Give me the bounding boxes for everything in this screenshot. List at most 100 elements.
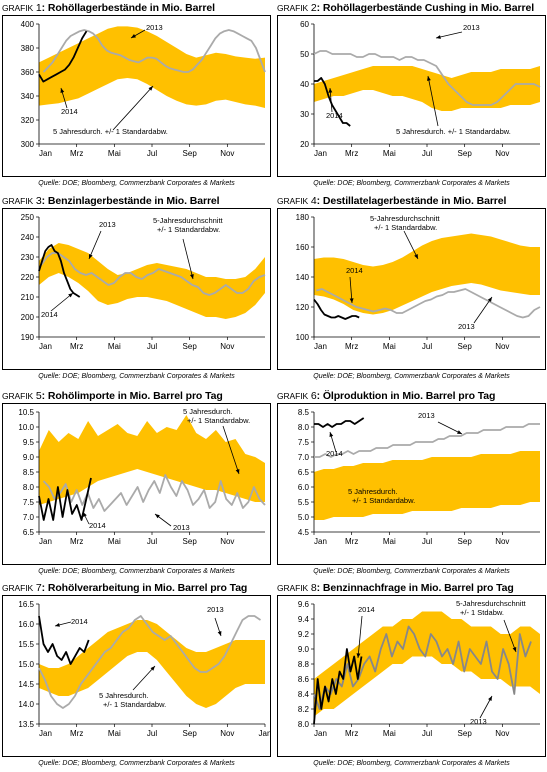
source-note: Quelle: DOE; Bloomberg, Commerzbank Corp… [313,568,510,575]
chart-prefix: GRAFIK [2,3,34,13]
arrow-head [55,623,60,627]
y-tick-label: 8.0 [298,423,310,432]
x-tick-label: Nov [220,342,234,351]
series-2014-line [38,477,92,521]
chart-panel-4: GRAFIK 4: Destillatelagerbestände in Mio… [277,195,546,385]
chart-svg: 13.5 14.0 14.5 15.0 15.5 16.0 16.5 Jan Mrz Mai Jul… [18,600,271,738]
y-tick-label: 6.0 [298,483,310,492]
annotation-label: 5-Jahresdurchschnitt +/- 1 Standardabw. [370,214,441,232]
arrow-head [457,430,462,434]
x-tick-label: Jul [147,342,157,351]
x-tick-label: Mai [108,729,121,738]
y-tick-label: 8.4 [298,690,310,699]
arrow-head [512,647,517,652]
x-tick-label: Mai [383,342,396,351]
annotation-line: 5-Jahresdurchschnitt [456,599,527,608]
series-2013-line [40,252,266,296]
x-tick-label: Mai [108,537,121,546]
y-tick-label: 5.0 [298,513,310,522]
annotation-arrow [357,615,363,659]
source-note: Quelle: DOE; Bloomberg, Commerzbank Corp… [313,373,510,380]
x-tick-label: Sep [183,537,198,546]
x-tick-label: Jan [314,729,327,738]
chart-number: 8 [310,582,317,594]
x-tick-label: Jul [422,342,432,351]
chart-svg: 6.5 7.0 7.5 8.0 8.5 9.0 9.5 10.0 10.5 Jan Mrz Mai Ju… [18,407,266,546]
series-2013-line [42,29,266,73]
arrow-head [150,666,155,671]
chart-number: 3 [35,195,42,207]
chart-area: 13.5 14.0 14.5 15.0 15.5 16.0 16.5 Jan Mrz Mai Jul… [2,595,271,757]
source-note: Quelle: DOE; Bloomberg, Commerzbank Corp… [38,568,235,575]
arrow-head [349,298,354,303]
source-note: Quelle: DOE; Bloomberg, Commerzbank Corp… [38,180,235,187]
y-tick-label: 14.0 [18,700,34,709]
annotation-arrow [403,230,419,260]
annotation-arrow [182,238,194,280]
annotation-line: 5 Jahresdurch. [99,691,149,700]
y-tick-label: 360 [21,68,35,77]
band-area [314,66,540,111]
annotation-line: +/- 1 Standardabw. [187,416,250,425]
x-tick-label: Nov [220,149,234,158]
annotation-label: 2014 [41,310,58,319]
chart-title: GRAFIK 2: Rohöllagerbestände Cushing in … [277,2,535,14]
x-tick-label: Jul [147,537,157,546]
chart-svg: 8.0 8.2 8.4 8.6 8.8 9.0 9.2 9.4 9.6 Jan Mrz Mai Jul S… [298,599,540,738]
annotation-line: 5-Jahresdurchschnitt [370,214,441,223]
series-2014-line [38,244,81,298]
source-note: Quelle: DOE; Bloomberg, Commerzbank Corp… [38,760,235,767]
series-2013-line [314,423,540,458]
arrow-head [235,469,240,474]
annotation-arrow [112,85,154,131]
x-tick-label: Jan [39,537,52,546]
x-tick-label: Mrz [345,149,358,158]
arrow-head [488,696,492,701]
chart-title-text: Benzinnachfrage in Mio. Barrel pro Tag [322,582,514,594]
annotation-label: 2014 [89,521,106,530]
x-tick-label: Nov [495,537,509,546]
x-tick-label: Sep [183,342,198,351]
y-tick-label: 8.8 [298,660,310,669]
x-tick-label: Nov [220,537,234,546]
series-2014-line [38,615,90,665]
chart-number: 7 [35,582,42,594]
annotation-arrow [88,230,102,260]
y-tick-label: 100 [296,333,310,342]
chart-title: GRAFIK 5: Rohölimporte in Mio. Barrel pr… [2,390,223,402]
chart-svg: 4.5 5.0 5.5 6.0 6.5 7.0 7.5 8.0 8.5 Jan Mrz Mai Jul S… [298,408,540,546]
arrow-head [131,34,136,38]
band-area [314,611,540,717]
x-tick-label: Nov [495,342,509,351]
y-tick-label: 9.4 [298,615,310,624]
y-tick-label: 8.6 [298,675,310,684]
annotation-arrow [222,425,240,475]
chart-number: 1 [35,2,42,14]
chart-panel-1: GRAFIK 1: Rohöllagerbestände in Mio. Bar… [2,2,271,192]
annotation-arrow [503,619,517,653]
chart-title-text: Rohöllagerbestände in Mio. Barrel [47,2,215,14]
chart-svg: 190 200 210 220 230 240 250 Jan Mrz Mai Jul Sep Nov 2… [21,213,266,351]
annotation-label: 5 Jahresdurch. +/- 1 Standardabw. [396,127,511,136]
y-tick-label: 4.5 [298,528,310,537]
annotation-label: 5 Jahresdurch. +/- 1 Standardabw. [348,487,415,505]
x-tick-label: Mai [383,537,396,546]
x-tick-label: Jan [314,342,327,351]
annotation-arrow [50,292,74,312]
band-area [39,415,265,505]
y-tick-label: 380 [21,44,35,53]
series-2013-line [316,288,541,319]
chart-panel-7: GRAFIK 7: Rohölverarbeitung in Mio. Barr… [2,582,271,772]
chart-title: GRAFIK 6: Ölproduktion in Mio. Barrel pr… [277,390,496,402]
arrow-head [68,293,73,298]
annotation-label: 2013 [99,220,116,229]
band-area [314,233,540,315]
annotation-line: 5 Jahresdurch. [348,487,398,496]
chart-area: 300 320 340 360 380 400 Jan Mrz Mai Jul Sep Nov 2013… [2,15,271,177]
y-tick-label: 250 [21,213,35,222]
chart-prefix: GRAFIK [277,583,309,593]
chart-area: 6.5 7.0 7.5 8.0 8.5 9.0 9.5 10.0 10.5 Jan Mrz Mai Ju… [2,403,271,565]
source-note: Quelle: DOE; Bloomberg, Commerzbank Corp… [313,760,510,767]
series-2014-line [313,648,363,725]
chart-title-text: Destillatelagerbestände in Mio. Barrel [322,195,507,207]
